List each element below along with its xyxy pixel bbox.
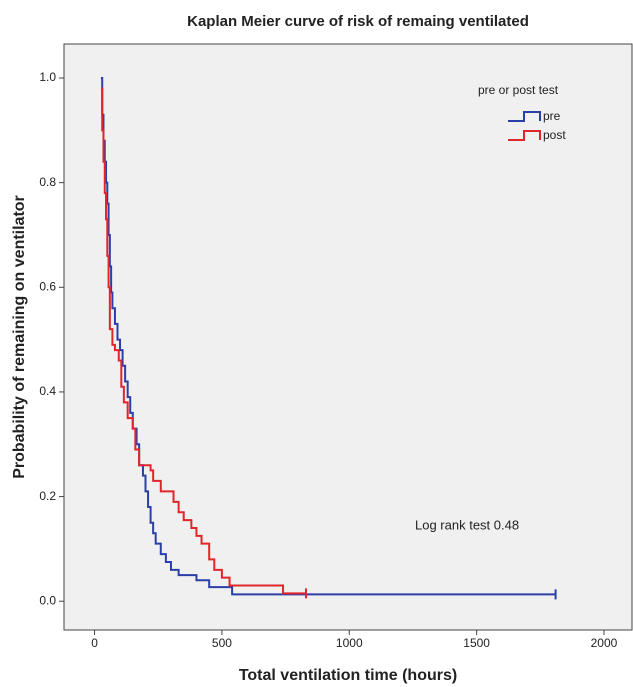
plot-area <box>63 43 633 631</box>
x-tick-label: 1500 <box>463 636 490 650</box>
legend-label: pre <box>543 109 561 123</box>
x-tick-label: 500 <box>212 636 232 650</box>
survival-curve <box>100 77 557 600</box>
survival-curve <box>100 87 307 599</box>
y-tick-label: 1.0 <box>39 70 56 84</box>
y-tick-label: 0.2 <box>39 489 56 503</box>
x-axis-title: Total ventilation time (hours) <box>239 667 457 684</box>
legend-symbol <box>508 130 541 141</box>
x-tick-label: 1000 <box>336 636 363 650</box>
annotation: Log rank test 0.48 <box>415 517 519 532</box>
legend-symbol <box>508 111 541 122</box>
x-tick-label: 2000 <box>591 636 618 650</box>
chart-title: Kaplan Meier curve of risk of remaing ve… <box>187 13 529 30</box>
y-tick-label: 0.4 <box>39 384 56 398</box>
y-tick-label: 0.8 <box>39 175 56 189</box>
y-tick-label: 0.0 <box>39 593 56 607</box>
legend-title: pre or post test <box>478 83 559 97</box>
legend-label: post <box>543 128 566 142</box>
x-tick-label: 0 <box>91 636 98 650</box>
y-tick-label: 0.6 <box>39 279 56 293</box>
y-axis-title: Probability of remaining on ventilator <box>11 195 28 479</box>
